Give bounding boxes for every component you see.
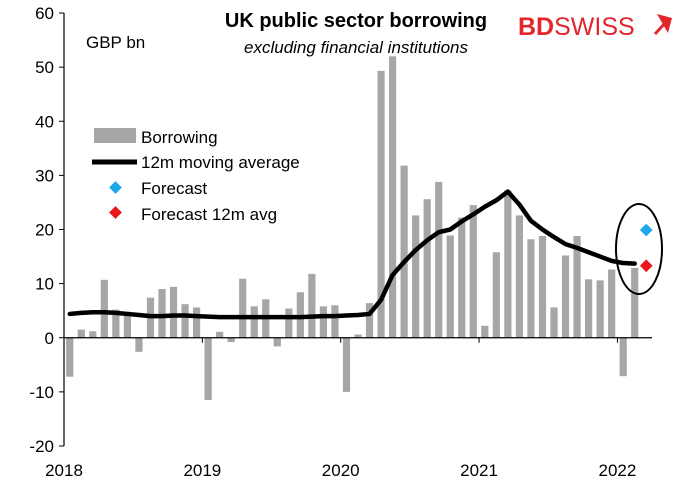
borrowing-bar bbox=[100, 279, 108, 338]
y-tick-label: 30 bbox=[35, 166, 54, 185]
borrowing-bar bbox=[584, 279, 593, 338]
borrowing-bar bbox=[423, 199, 431, 338]
x-tick-label: 2020 bbox=[322, 461, 360, 480]
borrowing-bar bbox=[492, 252, 500, 338]
borrowing-bar bbox=[342, 337, 351, 392]
moving-average-line bbox=[67, 189, 637, 320]
legend-label-moving-average: 12m moving average bbox=[141, 153, 300, 172]
legend-swatch-forecast bbox=[109, 181, 122, 194]
borrowing-bar bbox=[458, 217, 466, 338]
arrow-logo-icon bbox=[653, 14, 672, 36]
forecast-highlight-ellipse bbox=[615, 203, 663, 295]
x-tick-label: 2018 bbox=[45, 461, 83, 480]
x-tick-label: 2021 bbox=[460, 461, 498, 480]
y-tick-label: 20 bbox=[35, 221, 54, 240]
borrowing-bar bbox=[527, 239, 535, 338]
y-tick-label: 50 bbox=[35, 58, 54, 77]
legend-swatch-borrowing bbox=[94, 128, 136, 143]
borrowing-bar bbox=[469, 205, 477, 338]
y-tick-label: 10 bbox=[35, 275, 54, 294]
borrowing-bar bbox=[89, 331, 97, 338]
brand-name-bold: BD bbox=[518, 13, 554, 41]
borrowing-bar bbox=[158, 289, 166, 338]
y-tick-label: -20 bbox=[29, 437, 54, 456]
legend-swatch-forecast-avg bbox=[109, 206, 122, 219]
y-tick-label: -10 bbox=[29, 383, 54, 402]
borrowing-bar bbox=[77, 329, 85, 338]
legend-label-borrowing: Borrowing bbox=[141, 128, 218, 147]
borrowing-bar bbox=[504, 190, 512, 338]
legend-label-forecast-avg: Forecast 12m avg bbox=[141, 205, 277, 224]
borrowing-bar bbox=[561, 255, 570, 338]
borrowing-bar bbox=[354, 334, 362, 338]
borrowing-bar bbox=[596, 280, 604, 338]
x-tick-label: 2022 bbox=[598, 461, 636, 480]
legend: Borrowing 12m moving average Forecast Fo… bbox=[92, 128, 300, 224]
borrowing-bar bbox=[573, 236, 581, 338]
borrowing-bar bbox=[192, 307, 201, 338]
y-tick-label: 60 bbox=[35, 4, 54, 23]
borrowing-bar bbox=[481, 325, 489, 338]
borrowing-bar bbox=[631, 267, 639, 338]
borrowing-bar bbox=[400, 165, 408, 338]
bars-layer bbox=[66, 56, 639, 400]
borrowing-bar bbox=[285, 308, 293, 338]
borrowing-bar bbox=[135, 337, 143, 352]
borrowing-bar bbox=[538, 236, 547, 338]
borrowing-bar bbox=[66, 337, 74, 377]
borrowing-bar bbox=[169, 286, 178, 338]
y-tick-label: 0 bbox=[45, 329, 54, 348]
borrowing-bar bbox=[365, 303, 374, 338]
borrowing-bar bbox=[204, 337, 212, 400]
chart-title: UK public sector borrowing bbox=[225, 10, 487, 32]
borrowing-bar bbox=[515, 215, 524, 338]
borrowing-bar bbox=[388, 56, 397, 338]
borrowing-bar bbox=[435, 181, 443, 338]
brand-logo: BDSWISS bbox=[518, 13, 672, 41]
borrowing-bar bbox=[308, 273, 316, 338]
borrowing-bar bbox=[123, 311, 132, 338]
borrowing-bar bbox=[619, 337, 627, 377]
borrowing-bar bbox=[181, 304, 189, 338]
x-tick-label: 2019 bbox=[183, 461, 221, 480]
y-tick-label: 40 bbox=[35, 112, 54, 131]
borrowing-bar bbox=[608, 269, 616, 338]
line-layer bbox=[67, 189, 637, 320]
borrowing-bar bbox=[550, 307, 558, 338]
axes-layer: -20 -10 0 10 20 30 40 50 60 2018 2019 2020 2021 2022 bbox=[29, 4, 652, 480]
brand-wordmark: BDSWISS bbox=[518, 13, 635, 41]
brand-name-rest: SWISS bbox=[554, 13, 635, 41]
borrowing-bar bbox=[319, 306, 328, 338]
borrowing-bar bbox=[227, 337, 235, 343]
borrowing-bar bbox=[412, 215, 420, 338]
unit-label: GBP bn bbox=[86, 33, 145, 52]
borrowing-bar bbox=[250, 306, 258, 338]
borrowing-bar bbox=[216, 331, 224, 338]
borrowing-bar bbox=[239, 278, 247, 338]
borrowing-bar bbox=[112, 309, 120, 338]
borrowing-bar bbox=[273, 337, 281, 347]
chart-subtitle: excluding financial institutions bbox=[244, 38, 468, 57]
borrowing-bar bbox=[331, 305, 339, 338]
borrowing-bar bbox=[377, 70, 385, 338]
legend-label-forecast: Forecast bbox=[141, 179, 207, 198]
borrowing-bar bbox=[446, 235, 454, 338]
